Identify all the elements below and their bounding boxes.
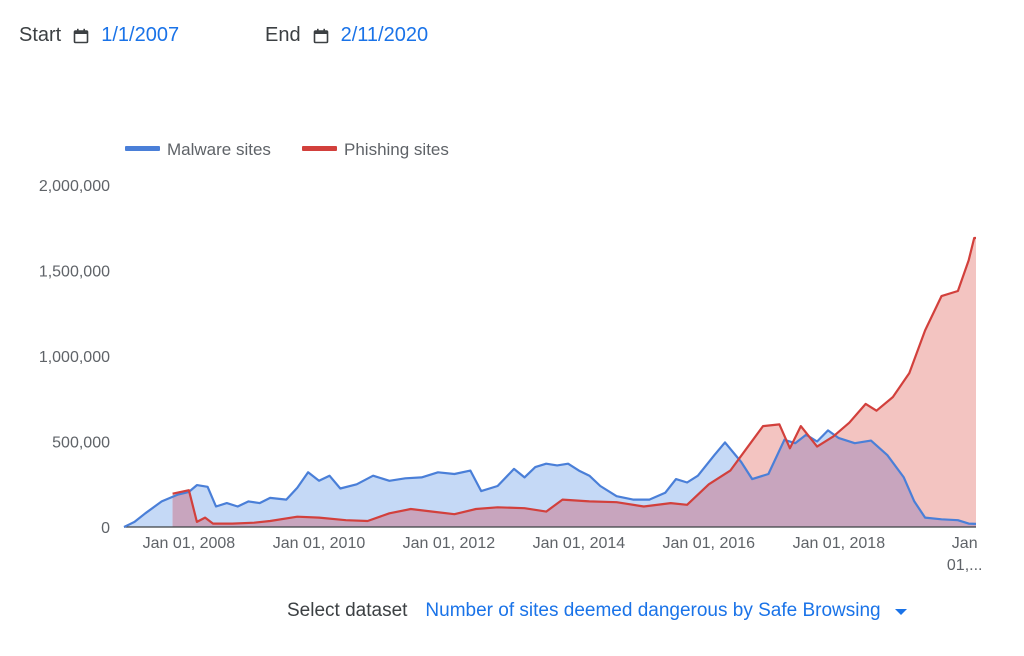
plot-area <box>123 236 977 528</box>
dataset-dropdown[interactable]: Number of sites deemed dangerous by Safe… <box>425 600 907 622</box>
start-label: Start <box>19 24 62 46</box>
legend-label-phishing: Phishing sites <box>344 140 449 159</box>
legend-label-malware: Malware sites <box>167 140 271 159</box>
malware-line <box>123 429 977 528</box>
x-tick-label: Jan 01, 2016 <box>663 535 756 552</box>
x-tick-label: Jan 01, 2010 <box>273 535 366 552</box>
y-tick-label: 2,000,000 <box>39 178 110 195</box>
phishing-area <box>172 238 977 527</box>
phishing-line <box>172 236 976 525</box>
calendar-icon[interactable] <box>313 28 329 44</box>
start-date-value[interactable]: 1/1/2007 <box>101 24 180 46</box>
area-chart: Malware sites Phishing sites 2,000,000 1,… <box>39 140 983 574</box>
dataset-selector-row: Select dataset Number of sites deemed da… <box>287 600 907 622</box>
calendar-icon[interactable] <box>73 28 89 44</box>
y-tick-label: 0 <box>101 520 110 537</box>
x-tick-label: Jan 01, 2014 <box>533 535 626 552</box>
chart-legend: Malware sites Phishing sites <box>125 140 449 159</box>
x-tick-label: Jan 01, 2012 <box>403 535 496 552</box>
x-tick-label: Jan 01, 2008 <box>143 535 236 552</box>
dataset-label: Select dataset <box>287 600 408 621</box>
start-date-control[interactable]: Start 1/1/2007 <box>19 24 179 47</box>
x-axis: Jan 01, 2008 Jan 01, 2010 Jan 01, 2012 Jan … <box>143 535 983 574</box>
dropdown-arrow-icon[interactable] <box>894 609 907 615</box>
x-tick-label: Jan 01,... <box>947 535 983 574</box>
legend-swatch-phishing <box>302 146 337 151</box>
end-label: End <box>265 24 301 46</box>
y-tick-label: 1,500,000 <box>39 264 110 281</box>
end-date-value[interactable]: 2/11/2020 <box>340 24 429 46</box>
dataset-selected-value[interactable]: Number of sites deemed dangerous by Safe… <box>425 600 881 621</box>
legend-item-malware[interactable]: Malware sites <box>125 140 271 159</box>
end-date-control[interactable]: End 2/11/2020 <box>265 24 428 47</box>
y-axis: 2,000,000 1,500,000 1,000,000 500,000 0 <box>39 178 110 537</box>
y-tick-label: 1,000,000 <box>39 349 110 366</box>
legend-swatch-malware <box>125 146 160 151</box>
y-tick-label: 500,000 <box>52 435 110 452</box>
x-tick-label: Jan 01, 2018 <box>793 535 886 552</box>
legend-item-phishing[interactable]: Phishing sites <box>302 140 449 159</box>
